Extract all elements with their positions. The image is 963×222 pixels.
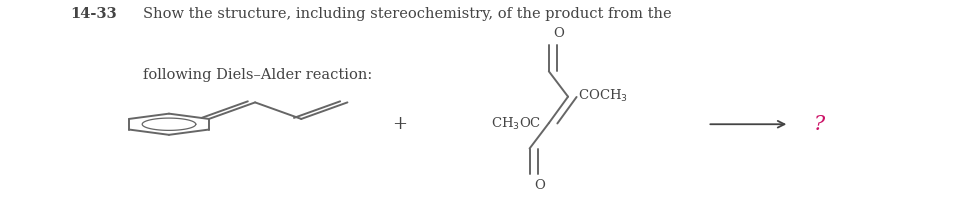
Text: ?: ? [814, 115, 824, 134]
Text: following Diels–Alder reaction:: following Diels–Alder reaction: [143, 68, 373, 82]
Text: Show the structure, including stereochemistry, of the product from the: Show the structure, including stereochem… [143, 7, 671, 21]
Text: COCH$_3$: COCH$_3$ [578, 87, 628, 104]
Text: CH$_3$OC: CH$_3$OC [491, 116, 541, 132]
Text: +: + [392, 115, 407, 133]
Text: 14-33: 14-33 [70, 7, 117, 21]
Text: O: O [534, 179, 545, 192]
Text: O: O [554, 27, 564, 40]
